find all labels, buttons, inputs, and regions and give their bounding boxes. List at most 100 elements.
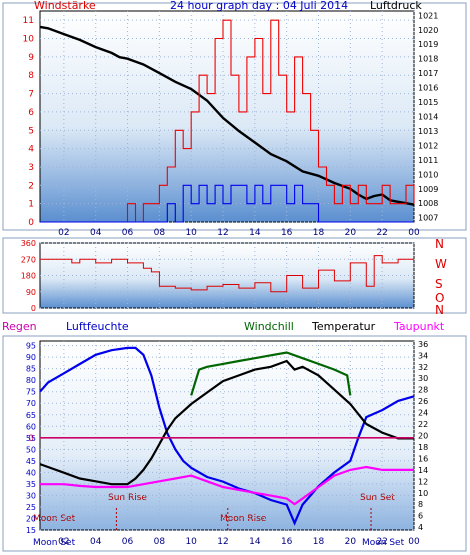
compass-w: W: [435, 257, 447, 271]
temperature-tick-label: 22: [418, 420, 428, 429]
legend-windchill: Windchill: [244, 320, 294, 333]
compass-n-bottom: N: [435, 303, 444, 317]
direction-tick-label: 360: [21, 239, 36, 248]
temperature-tick-label: 10: [418, 489, 428, 498]
time-tick-label: 06: [122, 228, 134, 238]
humidity-tick-label: 65: [26, 411, 36, 420]
dewpoint-line: [40, 465, 414, 506]
pressure-tick-label: 1016: [418, 84, 438, 93]
wind-speed-line: [40, 184, 414, 223]
humidity-tick-label: 40: [26, 468, 36, 477]
time-tick-label: 18: [313, 537, 325, 547]
time-tick-label: 22: [376, 228, 387, 238]
humidity-tick-label: 70: [26, 399, 36, 408]
event-moon-set-left: Moon Set: [33, 514, 76, 524]
temperature-tick-label: 20: [418, 432, 428, 441]
pressure-tick-label: 1008: [418, 199, 438, 208]
temperature-tick-label: 34: [418, 351, 428, 360]
bottom-panel-frame: [2, 335, 467, 552]
humidity-tick-label: 15: [26, 526, 36, 535]
wind-direction-line: [40, 255, 414, 293]
humidity-tick-label: 25: [26, 503, 36, 512]
compass-labels: N W S O N: [435, 237, 447, 317]
pressure-tick-label: 1019: [418, 40, 438, 49]
pressure-tick-label: 1011: [418, 156, 438, 165]
temperature-tick-label: 16: [418, 454, 428, 463]
time-tick-label: 18: [313, 228, 325, 238]
humidity-tick-label: 90: [26, 353, 36, 362]
time-tick-label: 00: [408, 537, 420, 547]
humidity-tick-label: 85: [26, 365, 36, 374]
temperature-tick-label: 18: [418, 443, 428, 452]
chart-title: 24 hour graph day : 04 Juli 2014: [170, 0, 348, 12]
wind-tick-label: 6: [28, 108, 34, 118]
humidity-tick-label: 80: [26, 376, 36, 385]
compass-o: O: [435, 291, 444, 305]
direction-tick-label: 0: [31, 304, 36, 313]
wind-tick-label: 4: [28, 145, 34, 155]
time-tick-label: 04: [90, 537, 102, 547]
time-tick-label: 12: [217, 228, 228, 238]
wind-tick-label: 2: [28, 181, 34, 191]
pressure-tick-label: 1009: [418, 185, 438, 194]
legend-temperatur: Temperatur: [311, 320, 376, 333]
bottom-legend: Regen Luftfeuchte Windchill Temperatur T…: [2, 320, 445, 333]
temperature-tick-label: 6: [418, 512, 423, 521]
wind-axis-title: Windstärke: [34, 0, 96, 12]
pressure-tick-label: 1020: [418, 26, 438, 35]
direction-tick-label: 90: [26, 288, 36, 297]
time-tick-label: 16: [281, 228, 293, 238]
pressure-axis-title: Luftdruck: [370, 0, 422, 12]
time-tick-label: 22: [376, 537, 387, 547]
wind-tick-label: 5: [28, 126, 34, 136]
temperature-tick-label: 30: [418, 374, 428, 383]
event-sun-set: Sun Set: [360, 493, 395, 503]
pressure-tick-label: 1007: [418, 214, 438, 223]
humidity-line: [39, 346, 415, 526]
legend-regen: Regen: [2, 320, 37, 333]
time-tick-label: 10: [185, 228, 197, 238]
time-tick-label: 10: [185, 537, 197, 547]
humidity-tick-label: 95: [26, 342, 36, 351]
temperature-tick-label: 36: [418, 340, 428, 349]
wind-tick-label: 9: [28, 53, 34, 63]
temperature-tick-label: 32: [418, 363, 428, 372]
pressure-tick-label: 1013: [418, 127, 438, 136]
temperature-line: [39, 359, 414, 486]
compass-s: S: [435, 277, 443, 291]
temperature-tick-label: 8: [418, 500, 423, 509]
windchill-line: [190, 351, 352, 396]
time-tick-label: 14: [249, 537, 261, 547]
wind-gust-line: [40, 19, 415, 223]
time-tick-label: 00: [408, 228, 420, 238]
pressure-tick-label: 1014: [418, 113, 438, 122]
chart-marks: 0123456789101110071008100910101011101210…: [21, 11, 438, 547]
time-tick-label: 12: [217, 537, 228, 547]
wind-tick-label: 8: [28, 71, 34, 81]
time-tick-label: 06: [122, 537, 134, 547]
direction-tick-label: 270: [21, 255, 36, 264]
pressure-tick-label: 1010: [418, 170, 438, 179]
wind-tick-label: 1: [28, 200, 34, 210]
pressure-tick-label: 1021: [418, 11, 438, 20]
time-tick-label: 02: [58, 228, 69, 238]
time-tick-label: 20: [345, 228, 357, 238]
wind-tick-label: 10: [23, 35, 35, 45]
legend-taupunkt: Taupunkt: [393, 320, 445, 333]
temperature-tick-label: 26: [418, 397, 428, 406]
bottom-moon-set-left: Moon Set: [33, 538, 76, 548]
humidity-tick-label: 45: [26, 457, 36, 466]
humidity-tick-label: 75: [26, 388, 36, 397]
time-tick-label: 04: [90, 228, 102, 238]
humidity-tick-label: 50: [26, 445, 36, 454]
pressure-line: [39, 25, 415, 206]
time-tick-label: 16: [281, 537, 293, 547]
time-tick-label: 08: [154, 537, 166, 547]
top-panel-frame: [2, 2, 467, 231]
humidity-tick-label: 30: [26, 491, 36, 500]
temperature-tick-label: 12: [418, 477, 428, 486]
wind-tick-label: 0: [28, 218, 34, 228]
time-tick-label: 02: [58, 537, 69, 547]
wind-tick-label: 7: [28, 90, 34, 100]
time-tick-label: 20: [345, 537, 357, 547]
